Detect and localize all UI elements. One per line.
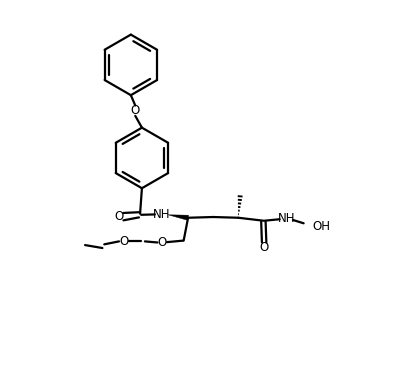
Polygon shape <box>168 215 188 220</box>
Text: O: O <box>119 235 128 248</box>
Text: O: O <box>130 104 140 117</box>
Text: NH: NH <box>152 208 170 221</box>
Text: OH: OH <box>311 221 329 234</box>
Text: NH: NH <box>277 212 294 225</box>
Text: O: O <box>157 236 166 249</box>
Text: O: O <box>114 210 123 223</box>
Text: O: O <box>259 241 268 254</box>
